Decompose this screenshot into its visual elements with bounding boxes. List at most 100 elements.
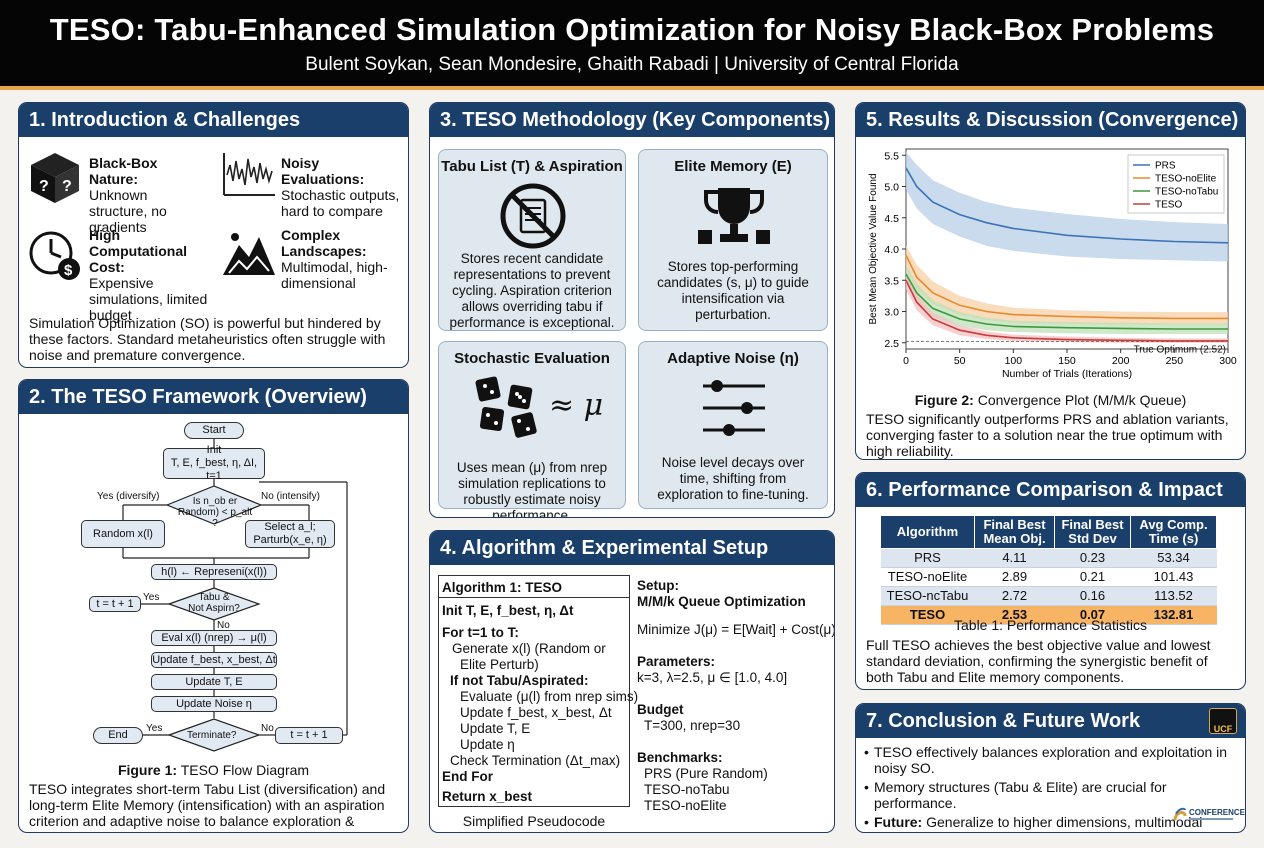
table-row: TESO-noElite 2.89 0.21 101.43 — [880, 567, 1217, 587]
section-title: 2. The TESO Framework (Overview) — [19, 380, 408, 414]
table-cell: 0.07 — [1054, 605, 1131, 625]
series-band — [906, 264, 1228, 334]
series-band — [906, 152, 1228, 262]
series-line — [905, 273, 1228, 330]
table-cell: 101.43 — [1130, 567, 1217, 587]
card-desc: Noise level decays over time, shifting f… — [657, 455, 809, 502]
list-item: TESO effectively balances exploration an… — [864, 744, 1239, 776]
dice-icon — [475, 376, 537, 438]
setup-objective: Minimize J(μ) = E[Wait] + Cost(μ) — [637, 622, 835, 637]
flow-represent: h(l) ← Represeni(x(l)) — [151, 564, 277, 580]
algo-line: Update η — [460, 737, 515, 752]
bench-item: TESO-noElite — [644, 798, 727, 813]
mean-symbol: ≈ μ — [549, 388, 604, 423]
algo-line: End For — [442, 769, 493, 784]
card-elite-memory: Elite Memory (E) Stores top-performing c… — [638, 149, 828, 331]
poster-header: TESO: Tabu-Enhanced Simulation Optimizat… — [0, 0, 1264, 86]
item-text: Unknown structure, no gradients — [89, 187, 167, 235]
section-performance: 6. Performance Comparison & Impact Algor… — [855, 472, 1246, 690]
intro-summary: Simulation Optimization (SO) is powerful… — [29, 315, 386, 363]
no-list-icon — [500, 183, 566, 249]
cube-question-icon: ? ? — [31, 153, 79, 203]
card-desc: Uses mean (μ) from nrep simulation repli… — [456, 460, 608, 518]
flow-start: Start — [184, 422, 244, 439]
table-cell: PRS — [880, 548, 975, 568]
flow-init-vars: T, E, f_best, η, ΔI, t=1 — [170, 457, 258, 482]
y-tick-label: 3.5 — [884, 275, 899, 287]
conference-logo: CONFERENCE — [1173, 804, 1245, 826]
x-tick-label: 0 — [903, 355, 909, 367]
legend-label: TESO-noElite — [1155, 174, 1217, 185]
x-tick-label: 200 — [1112, 355, 1130, 367]
list-item: Future: Generalize to higher dimensions,… — [864, 814, 1239, 832]
flow-no-label: No — [217, 620, 230, 631]
y-tick-label: 2.5 — [884, 338, 899, 350]
noisy-signal-icon — [223, 153, 275, 196]
flow-random: Random x(l) — [81, 520, 165, 548]
table-cell: 2.89 — [974, 567, 1055, 587]
table-header: Final Best Std Dev — [1054, 515, 1131, 549]
table-header: Algorithm — [880, 515, 975, 549]
table-cell: 4.11 — [974, 548, 1055, 568]
flowchart-connectors — [122, 439, 348, 752]
algo-line: Generate x(l) (Random or — [452, 641, 606, 656]
y-tick-label: 4.5 — [884, 213, 899, 225]
svg-text:$: $ — [64, 262, 73, 279]
section-title: 1. Introduction & Challenges — [19, 103, 408, 137]
card-desc: Stores top-performing candidates (s, μ) … — [657, 259, 809, 322]
params-values: k=3, λ=2.5, μ ∈ [1.0, 4.0] — [637, 670, 788, 685]
card-desc: Stores recent candidate representations … — [449, 251, 615, 330]
table-row-highlight: TESO 2.53 0.07 132.81 — [880, 605, 1217, 625]
table-cell: 0.16 — [1054, 586, 1131, 606]
bench-head: Benchmarks: — [637, 750, 723, 765]
flow-update-te: Update T, E — [151, 674, 277, 690]
flow-t-increment-2: t = t + 1 — [275, 727, 343, 744]
budget-head: Budget — [637, 702, 684, 717]
figure1-caption: Figure 1: TESO Flow Diagram — [117, 762, 310, 778]
item-text: Expensive simulations, limited budget — [89, 275, 208, 323]
poster-title: TESO: Tabu-Enhanced Simulation Optimizat… — [49, 12, 1215, 47]
x-tick-label: 150 — [1058, 355, 1076, 367]
flow-tabu-2: Not Aspirn? — [188, 603, 240, 614]
table-cell: 2.53 — [974, 605, 1055, 625]
x-tick-label: 300 — [1219, 355, 1237, 367]
svg-text:?: ? — [62, 178, 72, 195]
table-row: PRS 4.11 0.23 53.34 — [880, 548, 1217, 568]
card-title: Elite Memory (E) — [674, 158, 792, 175]
section-algorithm: 4. Algorithm & Experimental Setup Algori… — [429, 530, 835, 833]
card-title: Stochastic Evaluation — [454, 350, 610, 367]
header-accent-line — [0, 86, 1264, 90]
true-optimum-label: True Optimum (2.52) — [1134, 345, 1226, 356]
flow-select: Select a_l; Parturb(x_e, η) — [245, 520, 335, 548]
x-tick-label: 50 — [954, 355, 966, 367]
flow-init-label: Init — [206, 444, 222, 456]
x-axis-label: Number of Trials (Iterations) — [1002, 368, 1132, 380]
algo-title: Algorithm 1: TESO — [442, 580, 563, 595]
flow-yes2-label: Yes — [146, 723, 163, 734]
table-cell: 132.81 — [1130, 605, 1217, 625]
x-tick-label: 100 — [1005, 355, 1023, 367]
flow-term-label: Terminate? — [187, 730, 237, 741]
section-title: 3. TESO Methodology (Key Components) — [430, 103, 834, 137]
poster-authors: Bulent Soykan, Sean Mondesire, Ghaith Ra… — [305, 54, 959, 75]
svg-text:?: ? — [39, 178, 49, 195]
section-title: 4. Algorithm & Experimental Setup — [430, 531, 834, 565]
clock-dollar-icon: $ — [29, 231, 80, 280]
flow-tabu-1: Tabu & — [198, 592, 230, 603]
list-item: Memory structures (Tabu & Elite) are cru… — [864, 779, 1239, 811]
bench-item: TESO-noTabu — [644, 782, 730, 797]
algo-title-rule — [438, 597, 630, 598]
card-title: Tabu List (T) & Aspiration — [441, 158, 623, 175]
table-cell: 2.72 — [974, 586, 1055, 606]
section-framework: 2. The TESO Framework (Overview) Start — [18, 379, 409, 833]
y-tick-label: 4.0 — [884, 244, 899, 256]
series-line — [905, 167, 1229, 244]
legend-label: TESO-noTabu — [1155, 187, 1218, 198]
flow-t-increment: t = t + 1 — [89, 596, 141, 612]
table-cell: TESO-ncTabu — [880, 586, 975, 606]
performance-table: Algorithm Final Best Mean Obj. Final Bes… — [880, 515, 1217, 625]
table-cell: TESO — [880, 605, 975, 625]
table-caption: Table 1: Performance Statistics — [954, 617, 1147, 633]
flow-select-1: Select a_l; — [264, 521, 316, 533]
table-cell: 53.34 — [1130, 548, 1217, 568]
